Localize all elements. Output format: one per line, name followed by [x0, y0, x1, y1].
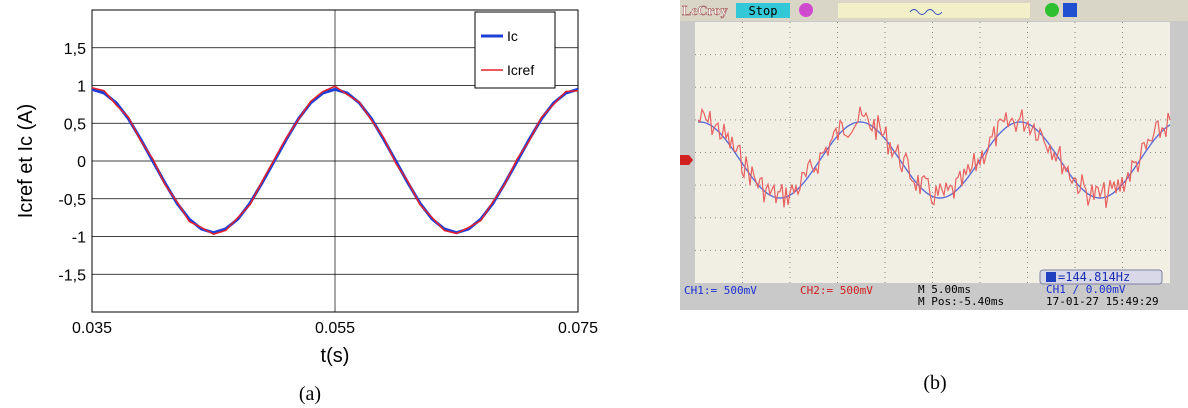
y-tick-label: 0: [77, 154, 86, 171]
legend-label: Icref: [507, 62, 534, 78]
scope-timebase: M 5.00ms: [918, 283, 971, 296]
series-line: [91, 85, 579, 235]
legend-box: [474, 11, 556, 89]
x-tick-label: 0.075: [558, 320, 598, 337]
scope-ch1: CH1:= 500mV: [684, 284, 757, 297]
y-tick-label: -1: [72, 230, 86, 247]
icon: [1046, 272, 1056, 282]
ground-marker: [680, 155, 693, 165]
y-tick-label: -1,5: [58, 267, 86, 284]
icon: [799, 3, 813, 17]
y-tick-label: 0,5: [64, 116, 86, 133]
oscilloscope: LeCroy Stop =144.814Hz CH1:= 500mV CH2:=…: [680, 0, 1188, 310]
icon: [1063, 3, 1077, 17]
axes-frame: [91, 9, 579, 313]
trigger-bar: [838, 3, 1030, 18]
icon: [1045, 3, 1059, 17]
scope-datetime: 17-01-27 15:49:29: [1046, 295, 1159, 308]
chart-a: -1,5 -1 -0,5 0 0,5 1 1,5 0.035 0.055 0.075 Ic Icref…: [15, 9, 598, 367]
status-box: [736, 3, 790, 18]
scope-status: Stop: [749, 4, 778, 18]
freq-box: [1039, 269, 1163, 285]
caption: (b): [923, 372, 946, 394]
caption: (a): [299, 383, 321, 405]
x-axis-label: t(s): [321, 345, 350, 367]
x-tick-label: 0.055: [315, 320, 355, 337]
y-tick-label: -0,5: [58, 192, 86, 209]
icon: [909, 9, 943, 15]
x-tick-label: 0.035: [72, 320, 112, 337]
legend-label: Ic: [507, 28, 518, 44]
scope-ch2: CH2:= 500mV: [800, 284, 873, 297]
scope-trace: [697, 106, 1171, 208]
y-axis-label: Icref et Ic (A): [15, 104, 37, 218]
scope-brand: LeCroy: [682, 4, 728, 19]
y-tick-label: 1,5: [64, 41, 86, 58]
scope-trigger: CH1 ∕ 0.00mV: [1046, 283, 1126, 296]
scope-grid: [695, 22, 1170, 283]
scope-position: M Pos:-5.40ms: [918, 295, 1004, 308]
y-tick-label: 1: [77, 79, 86, 96]
scope-frequency: =144.814Hz: [1058, 270, 1130, 284]
